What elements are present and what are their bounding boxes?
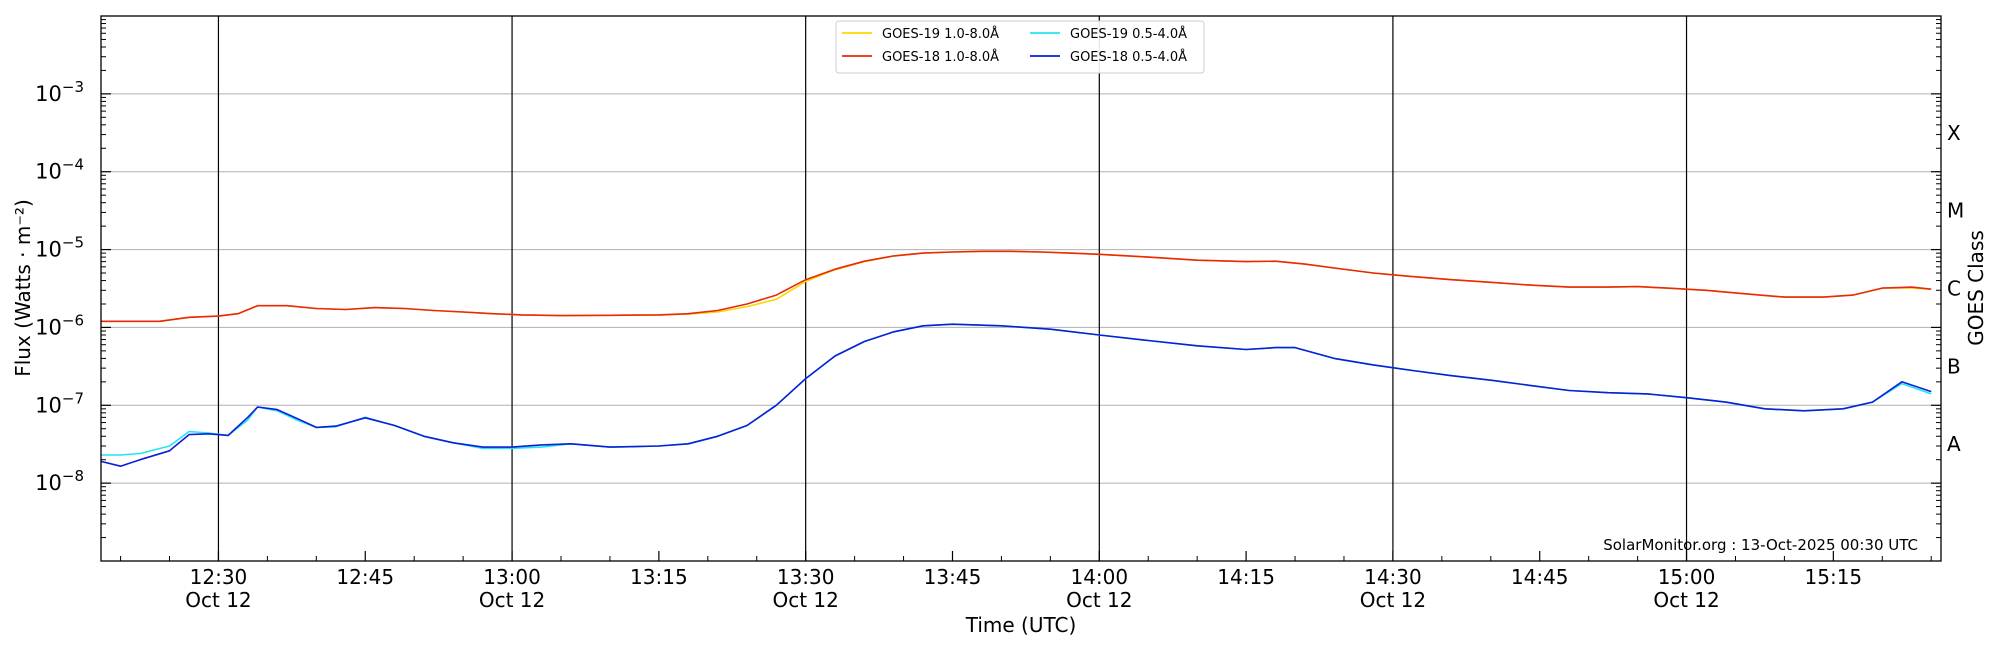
y-tick-exponent: −4 bbox=[62, 156, 84, 174]
x-tick-time-label: 12:45 bbox=[336, 565, 394, 589]
y-tick-base: 10 bbox=[35, 393, 62, 417]
legend-label-4: GOES-18 0.5-4.0Å bbox=[1070, 49, 1187, 65]
y-tick-base: 10 bbox=[35, 315, 62, 339]
y-tick-base: 10 bbox=[35, 238, 62, 262]
y-tick-base: 10 bbox=[35, 160, 62, 184]
x-tick-time-label: 13:30 bbox=[777, 565, 835, 589]
x-tick-time-label: 14:30 bbox=[1364, 565, 1422, 589]
series-line-4 bbox=[100, 323, 1932, 468]
y-tick-base: 10 bbox=[35, 471, 62, 495]
x-tick-date-label: Oct 12 bbox=[185, 588, 251, 612]
series-layer bbox=[100, 250, 1932, 468]
x-tick-time-label: 14:00 bbox=[1070, 565, 1128, 589]
x-tick-date-label: Oct 12 bbox=[1360, 588, 1426, 612]
x-tick-date-label: Oct 12 bbox=[479, 588, 545, 612]
y-tick-label: 10−4 bbox=[35, 156, 84, 184]
x-tick-date-label: Oct 12 bbox=[1066, 588, 1132, 612]
x-tick-date-label: Oct 12 bbox=[1653, 588, 1719, 612]
y-tick-label: 10−8 bbox=[35, 467, 84, 495]
y-tick-exponent: −6 bbox=[62, 311, 84, 329]
series-line-2 bbox=[101, 250, 1932, 323]
x-tick-time-label: 15:15 bbox=[1805, 565, 1863, 589]
x-tick-time-label: 12:30 bbox=[190, 565, 248, 589]
x-tick-time-label: 13:15 bbox=[630, 565, 688, 589]
y-tick-exponent: −7 bbox=[62, 389, 84, 407]
plot-frame bbox=[100, 15, 1942, 562]
legend-label-1: GOES-19 1.0-8.0Å bbox=[882, 26, 999, 42]
x-tick-date-label: Oct 12 bbox=[772, 588, 838, 612]
legend-label-2: GOES-18 1.0-8.0Å bbox=[882, 49, 999, 65]
x-tick-time-label: 13:45 bbox=[924, 565, 982, 589]
vertical-lines-layer bbox=[217, 16, 1688, 561]
y-tick-exponent: −3 bbox=[62, 78, 84, 96]
y-tick-exponent: −5 bbox=[62, 234, 84, 252]
goes-class-label: B bbox=[1947, 354, 1961, 378]
x-tick-time-label: 14:45 bbox=[1511, 565, 1569, 589]
right-axis-label: GOES Class bbox=[1964, 230, 1988, 346]
credit-text: SolarMonitor.org : 13-Oct-2025 00:30 UTC bbox=[1603, 536, 1918, 554]
x-axis-label: Time (UTC) bbox=[965, 613, 1077, 637]
y-tick-label: 10−3 bbox=[35, 78, 84, 106]
legend: GOES-19 1.0-8.0Å GOES-18 1.0-8.0Å GOES-19 … bbox=[835, 20, 1205, 74]
goes-class-label: M bbox=[1947, 199, 1964, 223]
y-tick-exponent: −8 bbox=[62, 467, 84, 485]
y-tick-label: 10−7 bbox=[35, 389, 84, 417]
legend-box bbox=[835, 20, 1205, 74]
y-tick-label: 10−5 bbox=[35, 234, 84, 262]
goes-class-label: X bbox=[1947, 121, 1961, 145]
legend-label-3: GOES-19 0.5-4.0Å bbox=[1070, 26, 1187, 42]
goes-class-label: C bbox=[1947, 277, 1961, 301]
y-tick-label: 10−6 bbox=[35, 311, 84, 339]
x-tick-time-label: 14:15 bbox=[1217, 565, 1275, 589]
x-tick-time-label: 13:00 bbox=[483, 565, 541, 589]
y-tick-base: 10 bbox=[35, 82, 62, 106]
y-axis-label: Flux (Watts · m⁻²) bbox=[11, 199, 35, 377]
goes-class-label: A bbox=[1947, 432, 1961, 456]
x-tick-time-label: 15:00 bbox=[1658, 565, 1716, 589]
